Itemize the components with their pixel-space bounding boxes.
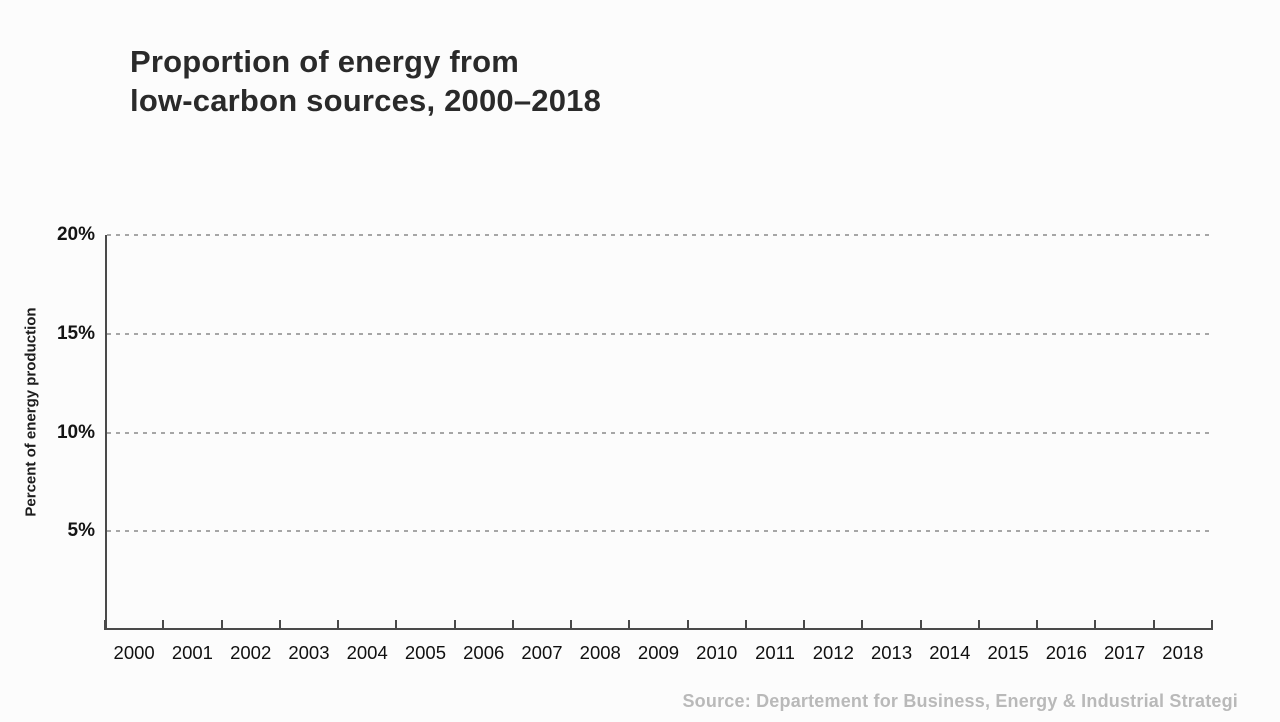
plot-area: 5% 10% 15% 20% 2000 2001 2002 2003 2004 2005 2006 2… xyxy=(57,224,1213,663)
x-tick xyxy=(977,620,980,630)
y-gridline xyxy=(107,234,1212,236)
x-tick xyxy=(803,620,806,630)
x-tick-label: 2004 xyxy=(346,642,388,663)
x-tick-label: 2016 xyxy=(1045,642,1087,663)
page-title: Proportion of energy from low-carbon sou… xyxy=(130,42,601,120)
x-tick xyxy=(686,620,689,630)
x-axis-line xyxy=(104,628,1213,630)
x-tick xyxy=(744,620,747,630)
source-note: Source: Departement for Business, Energy… xyxy=(682,691,1238,711)
x-tick-label: 2013 xyxy=(870,642,913,663)
title-line-1: Proportion of energy from xyxy=(130,44,520,79)
x-tick xyxy=(861,620,864,630)
x-tick-label: 2015 xyxy=(987,642,1029,663)
x-tick-label: 2018 xyxy=(1162,642,1204,663)
y-tick-label: 20% xyxy=(56,224,95,245)
y-gridline xyxy=(107,431,1212,434)
x-tick-label: 2007 xyxy=(521,642,563,663)
y-gridline xyxy=(107,530,1212,533)
x-tick-label: 2000 xyxy=(113,642,155,663)
x-tick-label: 2005 xyxy=(404,642,447,663)
y-gridline xyxy=(107,332,1212,335)
x-tick xyxy=(337,620,340,630)
x-tick xyxy=(1152,620,1155,630)
x-tick xyxy=(1036,620,1039,630)
x-tick-label: 2017 xyxy=(1104,642,1146,663)
x-tick-label: 2002 xyxy=(230,642,272,663)
x-tick xyxy=(104,620,106,630)
title-line-2: low-carbon sources, 2000–2018 xyxy=(130,83,602,118)
y-tick-label: 15% xyxy=(56,322,95,344)
x-tick-label: 2003 xyxy=(288,642,330,663)
x-tick xyxy=(220,620,223,630)
y-tick-label: 10% xyxy=(56,421,95,443)
x-tick-label: 2001 xyxy=(171,642,213,663)
x-tick xyxy=(453,620,456,630)
x-tick xyxy=(162,620,165,630)
x-tick-label: 2012 xyxy=(812,642,854,663)
x-tick-label: 2014 xyxy=(929,642,971,663)
x-tick xyxy=(511,620,514,630)
y-axis-line xyxy=(105,235,107,630)
x-tick xyxy=(1211,620,1213,630)
x-tick-label: 2010 xyxy=(696,642,738,663)
x-tick xyxy=(570,620,573,630)
x-tick xyxy=(628,620,631,630)
x-tick-label: 2006 xyxy=(463,642,505,663)
x-tick xyxy=(919,620,922,630)
x-tick xyxy=(1094,620,1097,630)
x-tick-label: 2008 xyxy=(579,642,621,663)
x-tick xyxy=(395,620,398,630)
x-tick-label: 2009 xyxy=(637,642,680,663)
x-tick-label: 2011 xyxy=(755,642,795,663)
y-tick-label: 5% xyxy=(67,520,95,542)
x-tick xyxy=(278,620,281,630)
y-axis-title: Percent of energy production xyxy=(22,307,40,517)
